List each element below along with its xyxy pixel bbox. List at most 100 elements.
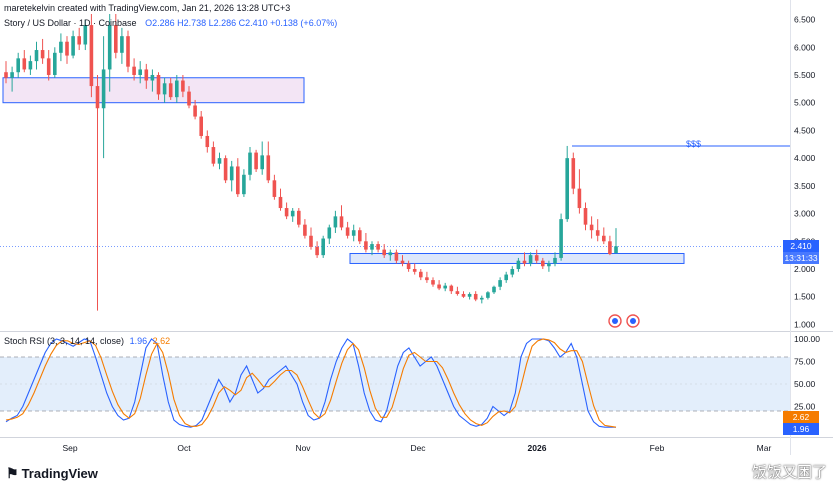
candle <box>498 277 502 291</box>
candle-body <box>120 36 124 53</box>
candle <box>376 241 380 253</box>
candle-body <box>595 230 600 236</box>
candle <box>559 213 563 261</box>
annotation-dollar-signs: $$$ <box>686 139 702 149</box>
candle-body <box>602 235 606 242</box>
created-by-text: maretekelvin created with TradingView.co… <box>4 3 291 13</box>
candle <box>46 50 51 81</box>
candle-body <box>614 246 618 254</box>
price-tick-label: 6.500 <box>794 15 816 25</box>
candle <box>400 255 405 267</box>
stoch-tick-label: 75.00 <box>794 357 816 367</box>
candle <box>223 155 228 184</box>
candle-body <box>516 260 521 270</box>
candle-body <box>254 152 258 170</box>
candle <box>101 36 106 159</box>
candle-body <box>345 227 350 236</box>
tradingview-logo[interactable]: ⚑ TradingView <box>6 465 98 481</box>
candle-body <box>156 74 161 95</box>
candle <box>266 141 271 184</box>
candle <box>339 205 344 231</box>
candle <box>327 224 332 245</box>
candle-body <box>303 224 307 236</box>
candle-body <box>16 58 20 73</box>
symbol-title: Story / US Dollar · 1D · Coinbase <box>4 18 137 28</box>
candle <box>28 55 33 75</box>
last-price-tag: 2.410 <box>783 240 819 252</box>
candle-body <box>83 25 88 45</box>
price-tick-label: 3.500 <box>794 181 816 191</box>
time-tick-label: Dec <box>410 443 426 453</box>
candle <box>492 285 496 294</box>
candle <box>248 147 252 181</box>
candle-body <box>498 280 502 287</box>
candle-body <box>327 227 332 239</box>
candle-body <box>278 196 283 209</box>
candle <box>358 227 362 245</box>
candle <box>260 141 264 175</box>
candle-body <box>382 249 386 256</box>
candle <box>10 66 14 92</box>
candle-body <box>95 86 100 109</box>
candle <box>150 69 155 92</box>
candle <box>144 63 149 89</box>
candle-body <box>486 292 490 298</box>
candle-body <box>589 224 594 231</box>
candle-body <box>431 280 435 285</box>
candle-body <box>443 285 447 289</box>
candle-body <box>71 36 75 56</box>
candle-body <box>419 271 423 278</box>
candle-body <box>107 25 112 70</box>
time-tick-label: Oct <box>177 443 191 453</box>
candle <box>321 235 325 258</box>
candle <box>22 50 27 73</box>
supply-zone <box>2 77 305 104</box>
candle-body <box>559 219 563 258</box>
candle <box>120 27 124 64</box>
candle <box>364 232 368 253</box>
candle-body <box>89 25 94 87</box>
candle-body <box>65 41 69 56</box>
candle <box>229 160 234 192</box>
candle-body <box>34 50 39 62</box>
candle <box>516 257 521 272</box>
candle <box>425 271 429 283</box>
candle <box>138 61 142 84</box>
candle <box>71 30 75 59</box>
candle <box>40 38 45 64</box>
candle <box>95 74 100 311</box>
candle-body <box>351 230 356 236</box>
candle-body <box>101 69 106 109</box>
time-tick-label: Feb <box>650 443 665 453</box>
candle <box>455 286 460 296</box>
candle <box>254 149 258 172</box>
candle-body <box>266 155 271 181</box>
candle-body <box>181 80 185 92</box>
candle <box>156 72 161 100</box>
event-flag-icon-inner <box>612 318 618 324</box>
price-tick-label: 1.500 <box>794 292 816 302</box>
candle <box>199 111 203 139</box>
symbol-header: Story / US Dollar · 1D · Coinbase O2.286… <box>4 18 337 28</box>
candle <box>443 282 447 292</box>
candle-body <box>53 52 57 75</box>
candle <box>217 152 222 170</box>
candle <box>168 77 173 100</box>
candle-body <box>126 36 130 67</box>
stoch-tick-label: 100.00 <box>794 334 820 344</box>
candle-body <box>461 293 466 297</box>
candle <box>205 130 210 153</box>
time-tick-label: Nov <box>295 443 311 453</box>
candle-body <box>309 235 313 247</box>
candle-body <box>150 74 155 81</box>
candle-body <box>406 263 411 270</box>
candle-body <box>339 216 344 228</box>
candle-body <box>4 72 8 78</box>
candle <box>608 235 612 256</box>
candle-body <box>290 210 295 217</box>
candle <box>333 210 338 233</box>
candle-body <box>242 174 246 195</box>
candle-body <box>455 291 460 294</box>
stoch-tick-label: 25.00 <box>794 402 816 412</box>
